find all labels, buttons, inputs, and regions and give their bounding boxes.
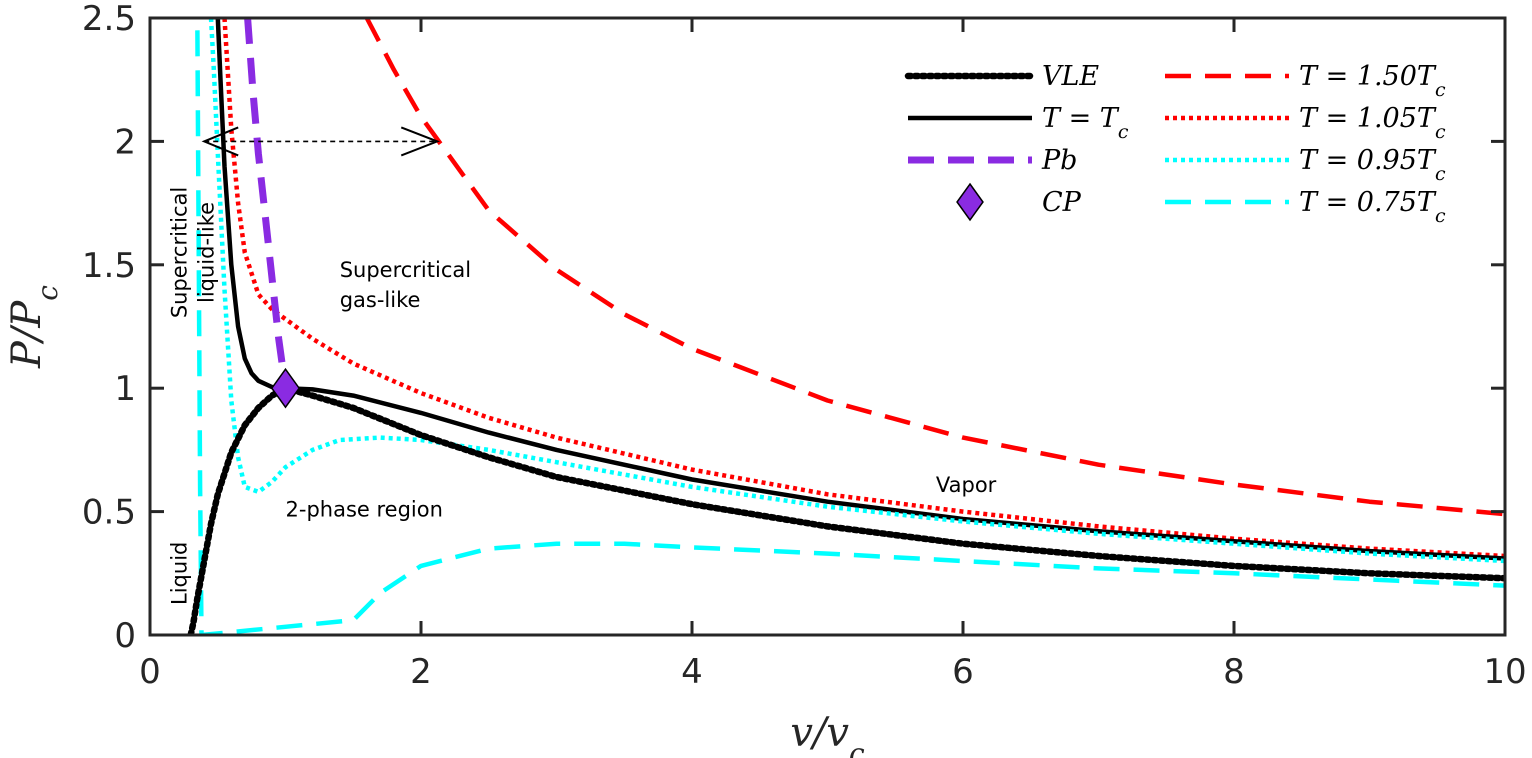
annotation-liquid-like: liquid-like: [195, 202, 219, 303]
y-tick-label: 0: [114, 616, 136, 656]
critical-point-marker: [270, 367, 301, 409]
y-tick-label: 1: [114, 369, 136, 409]
axis-titles: v/vc P/Pc: [4, 285, 865, 758]
annotation-supercritical: Supercritical: [168, 187, 192, 318]
legend-label-t150: T = 1.50Tc: [1299, 61, 1446, 101]
annotation-gas-like: gas-like: [340, 288, 421, 312]
x-tick-label: 0: [139, 652, 161, 692]
legend-swatch-cp: [956, 182, 984, 222]
annotation-2-phase-region: 2-phase region: [286, 498, 443, 522]
legend-label-t095: T = 0.95Tc: [1299, 145, 1446, 185]
series-line-vle: [187, 384, 1505, 635]
y-tick-label: 0.5: [82, 493, 136, 533]
series-layer: [187, 18, 1505, 635]
y-tick-label: 1.5: [82, 246, 136, 286]
series-line-t-t-c: [215, 18, 1505, 561]
legend-label-t105: T = 1.05Tc: [1299, 103, 1446, 143]
legend-label-vle: VLE: [1042, 61, 1099, 92]
x-tick-label: 2: [410, 652, 432, 692]
x-tick-label: 6: [952, 652, 974, 692]
y-tick-label: 2: [114, 122, 136, 162]
tick-layer: 0 2 4 6 8 10 0 0.5 1 1.5 2 2.5: [82, 0, 1527, 692]
legend-label-pb: Pb: [1041, 145, 1077, 176]
x-tick-label: 4: [681, 652, 703, 692]
annotation-vapor: Vapor: [936, 473, 997, 497]
legend-label-cp: CP: [1042, 187, 1082, 218]
annotation-supercritical: Supercritical: [340, 258, 471, 282]
legend-label-tc: T = Tc: [1042, 103, 1129, 143]
plot-frame: [148, 16, 1507, 637]
series-line-t-1-05t-c: [222, 18, 1505, 559]
x-axis-title: v/vc: [790, 710, 865, 758]
range-arrow-head-left: [201, 126, 239, 157]
y-tick-label: 2.5: [82, 0, 136, 39]
x-tick-label: 10: [1483, 652, 1526, 692]
series-line-pb: [244, 18, 289, 389]
series-line-t-0-75t-c: [195, 30, 1505, 635]
range-arrow-head-right: [400, 126, 441, 157]
y-axis-title: P/Pc: [4, 285, 64, 369]
x-tick-label: 8: [1223, 652, 1245, 692]
series-line-t-0-95t-c: [208, 18, 1505, 564]
annotation-liquid: Liquid: [168, 542, 192, 605]
legend-label-t075: T = 0.75Tc: [1299, 187, 1446, 227]
